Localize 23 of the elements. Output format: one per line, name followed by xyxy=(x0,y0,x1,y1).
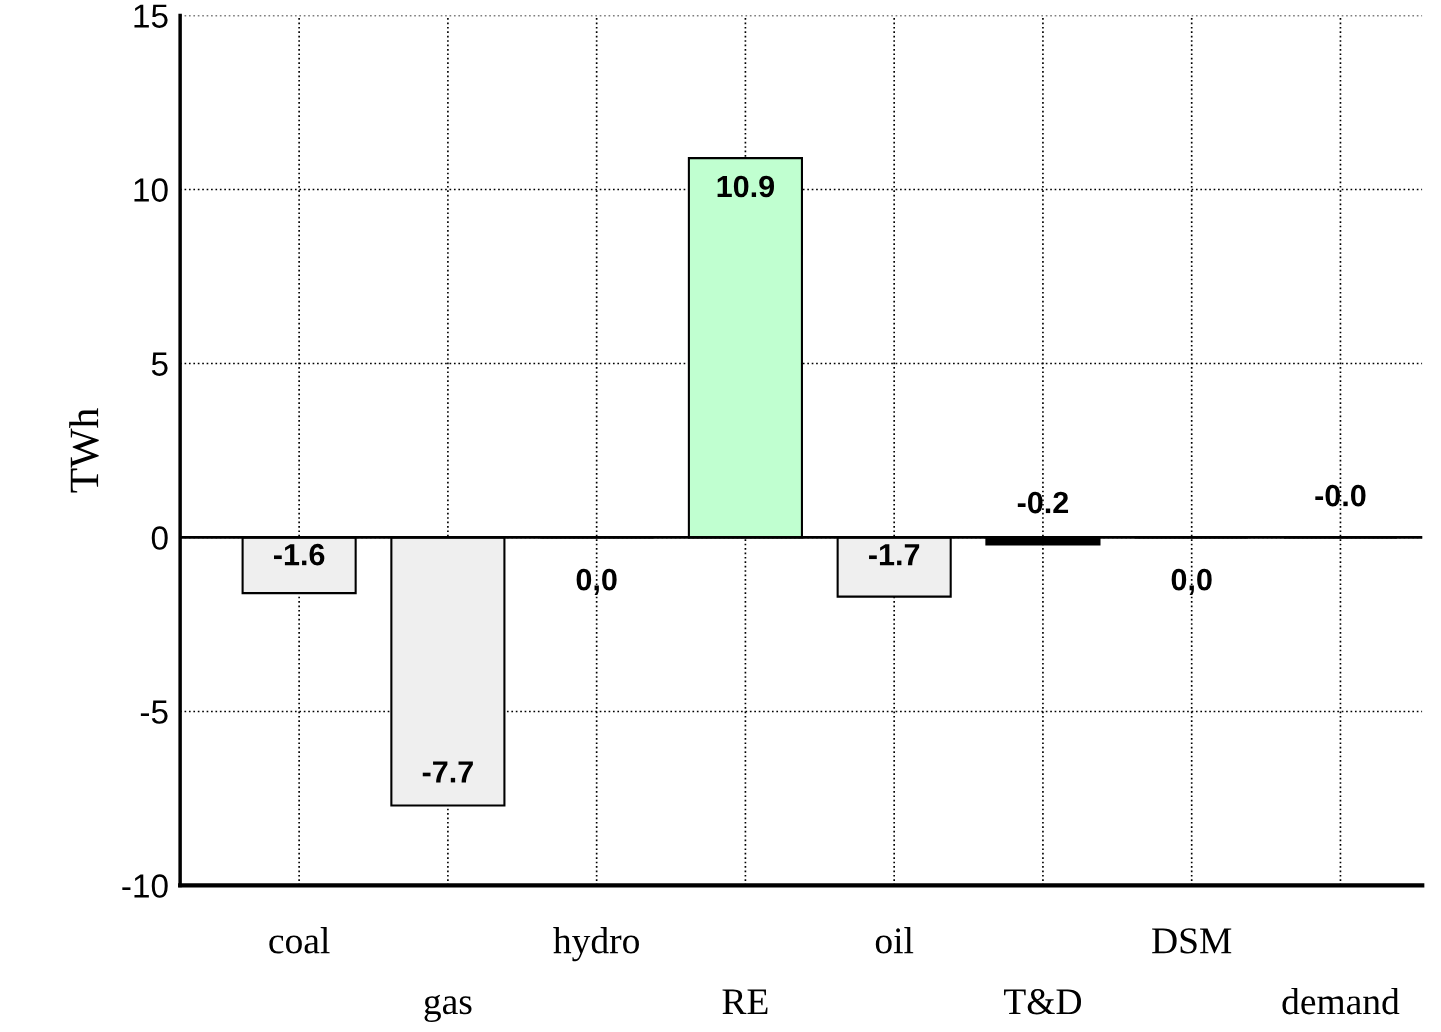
y-tick-label: 0 xyxy=(151,526,168,550)
y-tick-label: -5 xyxy=(140,700,168,724)
y-axis-title: TWh xyxy=(69,408,99,493)
data-label: 0,0 xyxy=(576,568,617,595)
x-tick-label: gas xyxy=(424,994,472,1023)
data-label: -0.2 xyxy=(1017,491,1069,514)
data-label: 10.9 xyxy=(717,175,775,198)
data-label: -1.6 xyxy=(274,543,325,566)
y-tick-label: 5 xyxy=(151,352,168,376)
x-tick-label: demand xyxy=(1282,988,1400,1015)
data-label: -0.0 xyxy=(1315,484,1366,507)
x-tick-label: RE xyxy=(722,989,768,1015)
y-tick-label: 10 xyxy=(134,178,168,202)
data-label: -1.7 xyxy=(869,544,920,566)
x-tick-label: oil xyxy=(875,927,914,954)
data-label: 0,0 xyxy=(1171,568,1212,595)
y-tick-label: 15 xyxy=(134,4,168,28)
x-tick-label: T&D xyxy=(1004,989,1082,1015)
x-tick-label: coal xyxy=(269,927,330,954)
data-label: -7.7 xyxy=(422,761,473,783)
y-tick-label: -10 xyxy=(122,874,168,898)
x-tick-label: DSM xyxy=(1152,928,1232,954)
x-tick-label: hydro xyxy=(553,927,639,962)
